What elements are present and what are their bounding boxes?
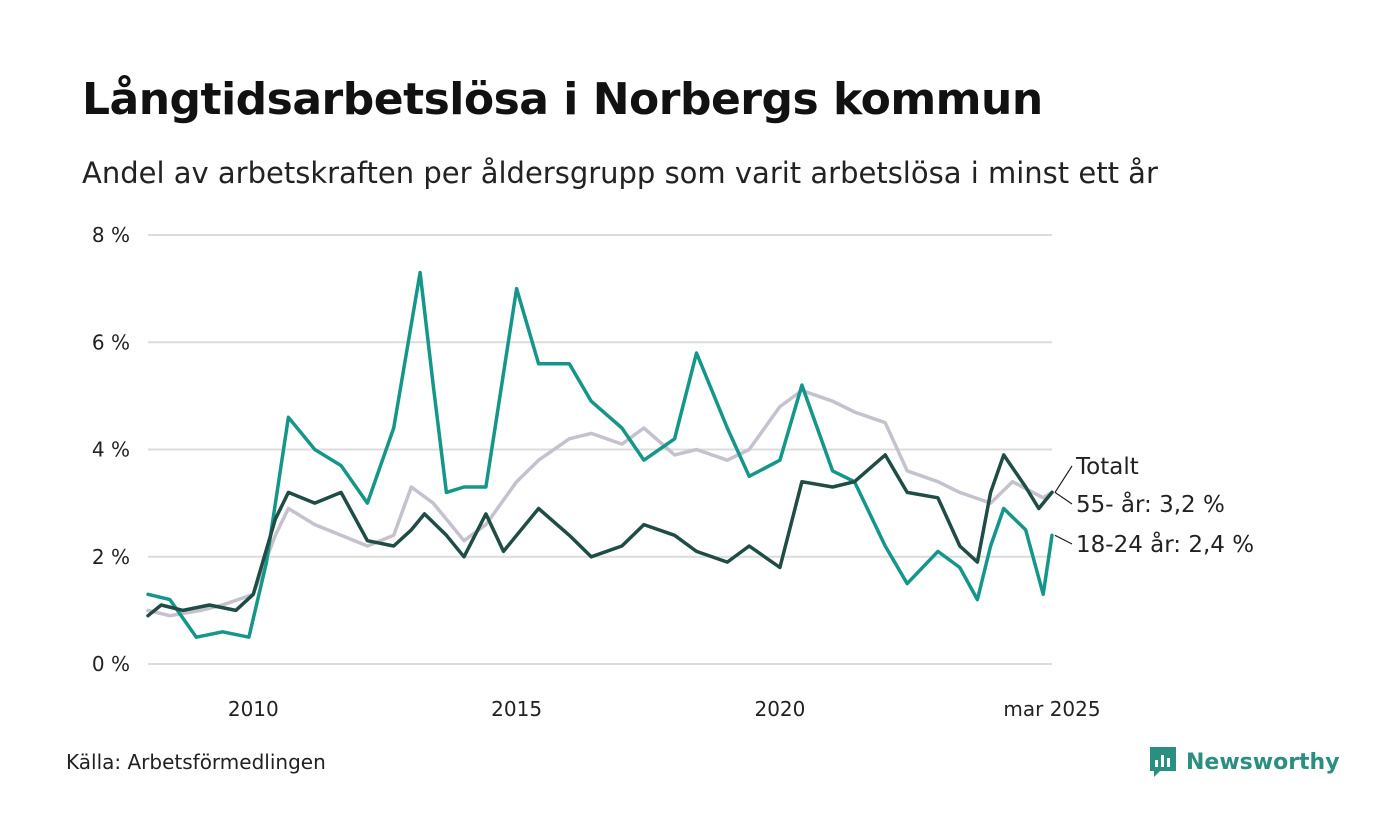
chart-title: Långtidsarbetslösa i Norbergs kommun	[82, 74, 1043, 125]
y-tick-label: 6 %	[92, 330, 130, 354]
series-line-total	[146, 388, 1054, 618]
y-tick-label: 2 %	[92, 545, 130, 569]
x-tick-label: 2010	[228, 697, 279, 721]
y-tick-label: 0 %	[92, 652, 130, 676]
x-tick-label: mar 2025	[1003, 697, 1100, 721]
end-label-age55: 55- år: 3,2 %	[1076, 490, 1225, 518]
brand-name: Newsworthy	[1186, 749, 1340, 775]
series-line-age18_24	[146, 270, 1054, 639]
series-line-age55	[146, 453, 1054, 618]
grid-layer: 0 % 2 % 4 % 6 % 8 % 2010 2015 2020 mar 2025	[92, 223, 1101, 721]
label-layer: Totalt 55- år: 3,2 % 18-24 år: 2,4 %	[1054, 454, 1254, 558]
label-leader-line	[1054, 465, 1073, 493]
source-note: Källa: Arbetsförmedlingen	[66, 750, 326, 774]
end-label-age18_24: 18-24 år: 2,4 %	[1076, 530, 1254, 558]
newsworthy-logo-icon	[1150, 747, 1176, 777]
y-tick-label: 4 %	[92, 438, 130, 462]
chart-subtitle: Andel av arbetskraften per åldersgrupp s…	[82, 156, 1158, 190]
series-layer	[146, 270, 1054, 639]
label-leader-line	[1054, 491, 1073, 505]
end-label-total: Totalt	[1075, 454, 1139, 480]
brand-logo: Newsworthy	[1148, 745, 1340, 779]
y-tick-label: 8 %	[92, 223, 130, 247]
label-leader-line	[1054, 534, 1073, 545]
x-tick-label: 2020	[754, 697, 805, 721]
x-tick-label: 2015	[491, 697, 542, 721]
